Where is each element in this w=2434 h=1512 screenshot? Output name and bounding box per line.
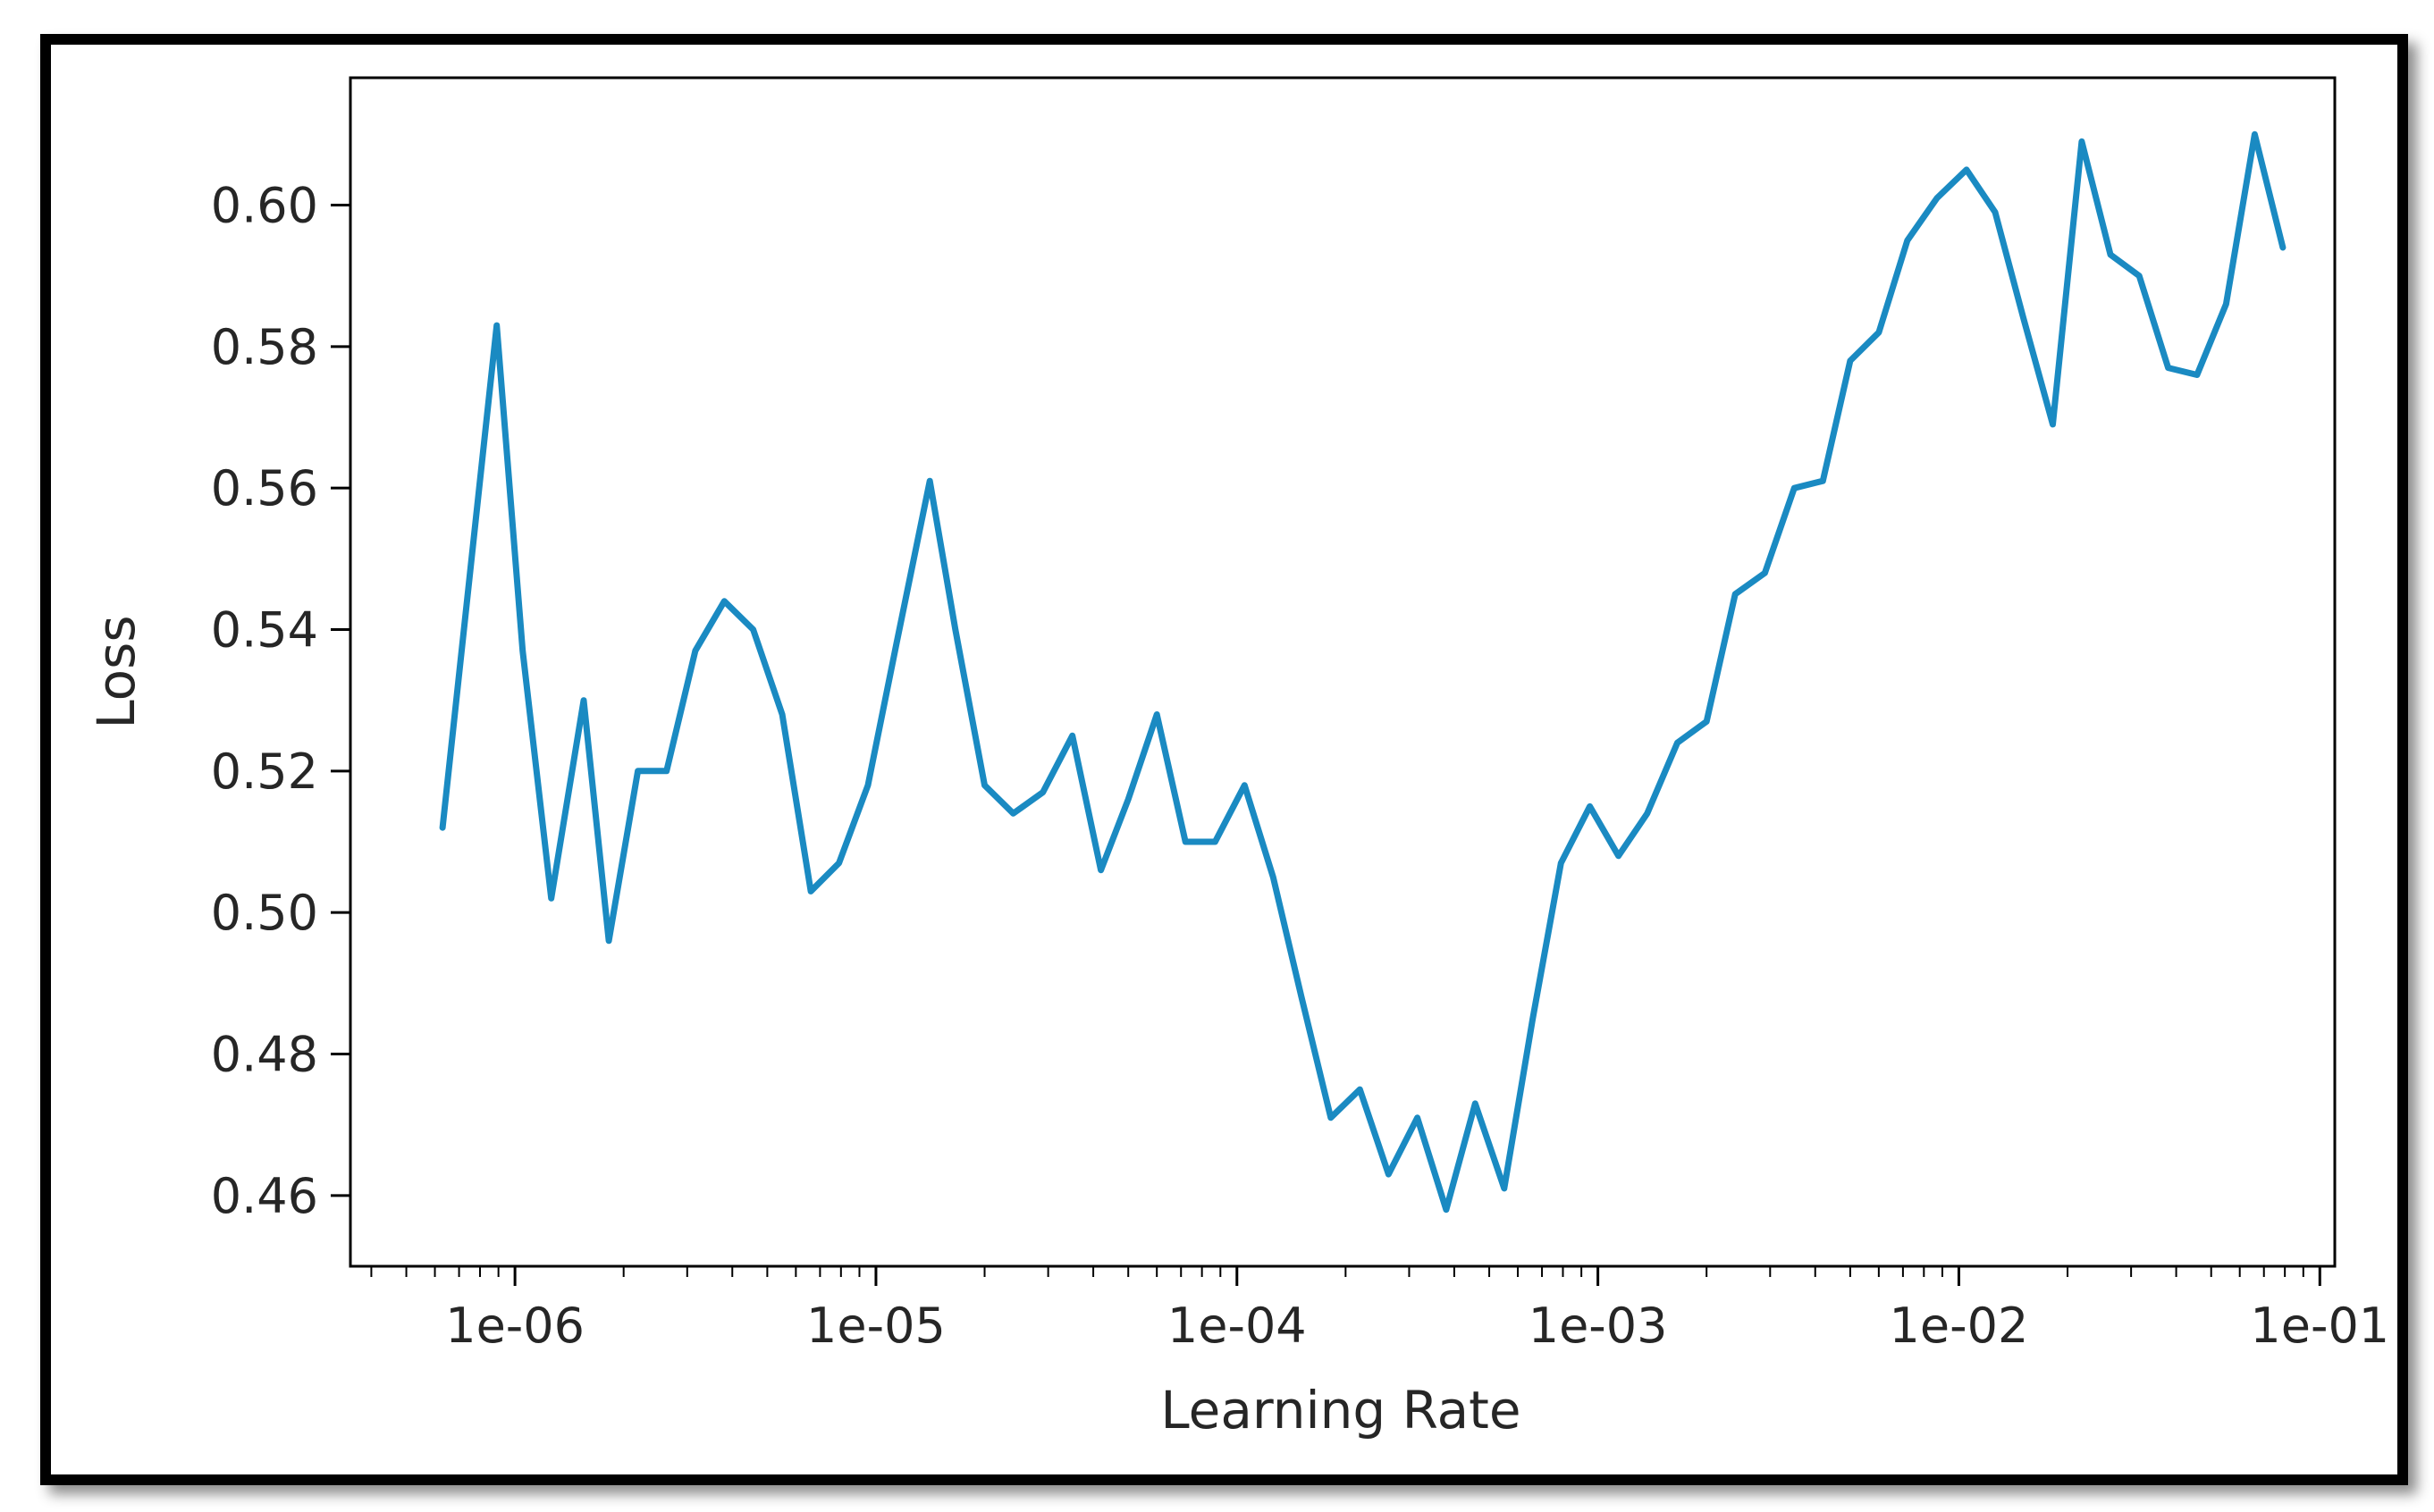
x-tick-label: 1e-05 <box>806 1298 946 1354</box>
y-tick-label: 0.50 <box>211 885 318 941</box>
x-tick-label: 1e-06 <box>445 1298 585 1354</box>
loss-series-line <box>439 130 2287 1214</box>
x-tick-label: 1e-04 <box>1167 1298 1307 1354</box>
y-tick-label: 0.48 <box>211 1027 318 1083</box>
y-axis-label: Loss <box>86 615 147 728</box>
y-tick-label: 0.60 <box>211 178 318 234</box>
y-tick-label: 0.56 <box>211 460 318 517</box>
y-axis-ticks: 0.46 0.48 0.50 0.52 0.54 0.56 0.58 0.60 <box>211 178 350 1224</box>
y-tick-label: 0.52 <box>211 743 318 800</box>
y-tick-label: 0.46 <box>211 1168 318 1224</box>
y-tick-label: 0.58 <box>211 319 318 375</box>
plot-area <box>349 76 2337 1268</box>
x-tick-label: 1e-01 <box>2250 1298 2389 1354</box>
x-tick-label: 1e-02 <box>1890 1298 2029 1354</box>
x-axis-ticks: 1e-06 1e-05 1e-04 1e-03 1e-02 1e-01 <box>370 1266 2389 1354</box>
y-tick-label: 0.54 <box>211 602 318 659</box>
x-axis-label: Learning Rate <box>1160 1380 1520 1441</box>
x-tick-label: 1e-03 <box>1529 1298 1668 1354</box>
